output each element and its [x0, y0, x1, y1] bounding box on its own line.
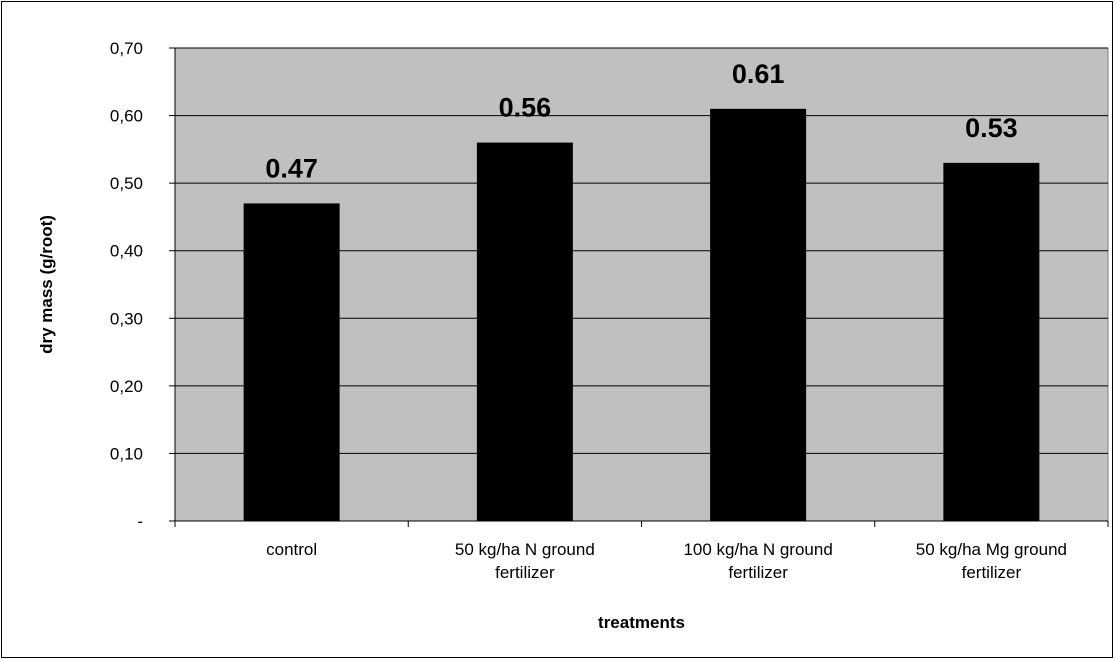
- x-tick-label: fertilizer: [728, 563, 788, 582]
- bar: [476, 142, 573, 521]
- data-label: 0.47: [265, 153, 318, 183]
- labels: - 0,10 0,20 0,30 0,40 0,50 0,60 0,70 0.47 control…: [110, 39, 1067, 582]
- x-tick-label: fertilizer: [962, 563, 1022, 582]
- x-axis-title: treatments: [598, 613, 685, 632]
- y-tick-label: 0,60: [110, 107, 143, 126]
- data-label: 0.61: [732, 59, 785, 89]
- bar: [243, 203, 340, 521]
- x-tick-label: control: [266, 540, 317, 559]
- data-label: 0.56: [499, 93, 552, 123]
- axes: [169, 47, 1109, 527]
- bar: [710, 108, 807, 522]
- y-tick-label: -: [137, 512, 143, 531]
- bars: [243, 108, 1040, 522]
- x-tick-label: 100 kg/ha N ground: [683, 540, 832, 559]
- y-tick-label: 0,10: [110, 444, 143, 463]
- y-tick-label: 0,30: [110, 309, 143, 328]
- x-tick-label: 50 kg/ha N ground: [455, 540, 595, 559]
- y-tick-label: 0,20: [110, 377, 143, 396]
- x-tick-label: 50 kg/ha Mg ground: [916, 540, 1067, 559]
- y-tick-label: 0,50: [110, 174, 143, 193]
- y-tick-label: 0,70: [110, 39, 143, 58]
- y-axis-title: dry mass (g/root): [37, 215, 56, 354]
- x-tick-label: fertilizer: [495, 563, 555, 582]
- data-label: 0.53: [965, 113, 1018, 143]
- y-tick-label: 0,40: [110, 242, 143, 261]
- bar: [943, 162, 1040, 521]
